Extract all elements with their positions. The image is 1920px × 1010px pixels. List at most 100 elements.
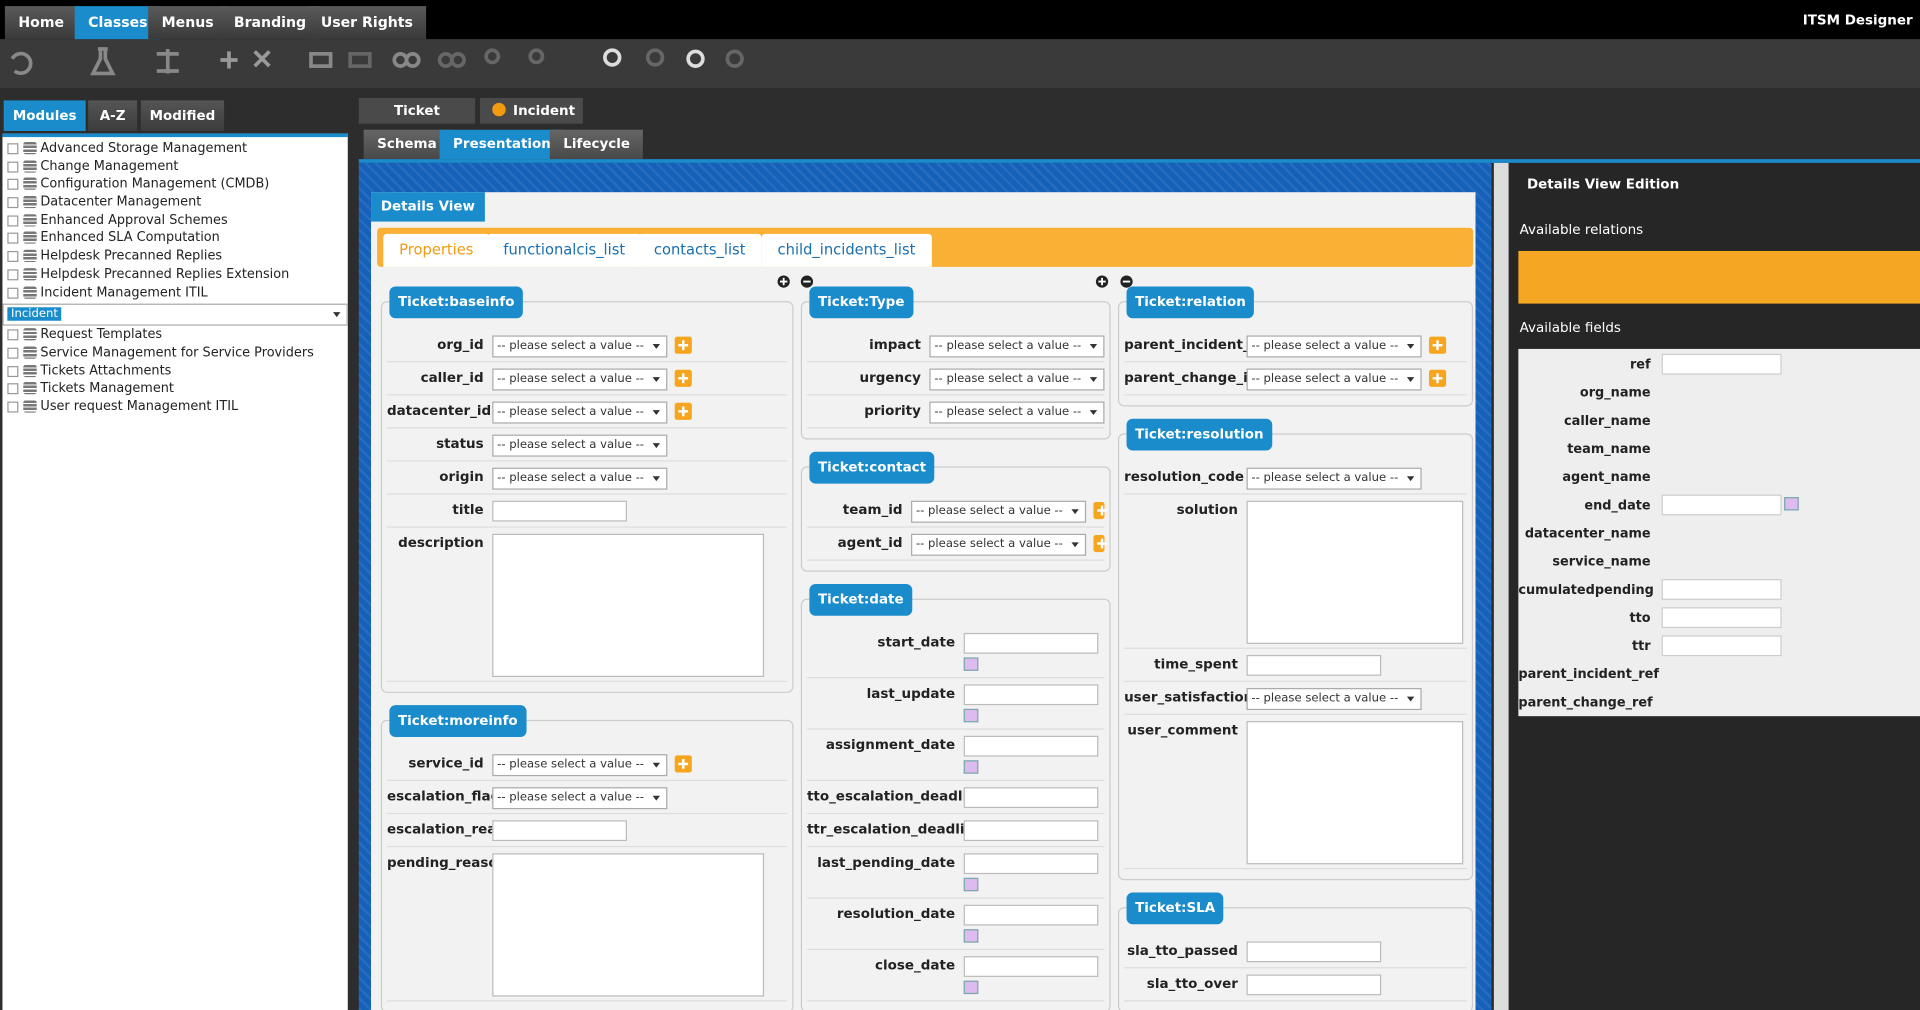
tree-item[interactable]: Service Management for Service Providers (2, 344, 347, 362)
add-button[interactable] (674, 369, 692, 387)
select[interactable]: -- please select a value -- (911, 533, 1087, 556)
module-name[interactable]: Incident Management ITIL (40, 284, 208, 300)
page-tab[interactable]: Lifecycle (549, 129, 644, 160)
calendar-icon[interactable] (963, 760, 979, 774)
select[interactable]: -- please select a value -- (492, 335, 668, 358)
page-tab[interactable]: Schema (363, 129, 451, 160)
module-name[interactable]: Datacenter Management (40, 194, 202, 210)
expander[interactable] (7, 401, 19, 413)
expander[interactable] (7, 287, 19, 299)
module-name[interactable]: Service Management for Service Providers (40, 345, 314, 360)
field-input[interactable] (1661, 607, 1782, 629)
tree-item[interactable]: Request Templates (2, 326, 347, 344)
select[interactable]: -- please select a value -- (492, 368, 668, 391)
select[interactable]: -- please select a value -- (929, 368, 1105, 391)
field-input[interactable] (1661, 579, 1782, 600)
expander[interactable] (7, 365, 19, 377)
text-input[interactable] (963, 956, 1099, 977)
expander[interactable] (7, 179, 19, 191)
available-field[interactable]: parent_change_ref (1518, 695, 1653, 711)
text-input[interactable] (963, 904, 1099, 926)
tree-item[interactable]: User request Management ITIL (2, 398, 347, 416)
group-title[interactable]: Ticket:resolution (1126, 418, 1273, 451)
expander[interactable] (7, 197, 19, 209)
module-name[interactable]: Helpdesk Precanned Replies Extension (40, 266, 290, 282)
select[interactable]: -- please select a value -- (492, 467, 668, 490)
left-tab[interactable]: Modules (3, 100, 86, 131)
module-name[interactable]: Change Management (40, 158, 179, 174)
menu-tab[interactable]: Branding (220, 6, 320, 40)
group-title[interactable]: Ticket:Type (809, 286, 914, 319)
available-field[interactable]: datacenter_name (1524, 526, 1651, 542)
available-field[interactable]: end_date (1584, 498, 1651, 513)
available-field[interactable]: team_name (1567, 441, 1651, 457)
textarea[interactable] (1246, 721, 1464, 865)
field-input[interactable] (1661, 635, 1782, 657)
field-input[interactable] (1661, 353, 1782, 375)
select[interactable]: -- please select a value -- (492, 754, 668, 777)
expander[interactable] (7, 383, 19, 395)
tree-item[interactable]: Advanced Storage Management (2, 140, 347, 158)
add-button[interactable] (1093, 501, 1107, 520)
tree-item[interactable]: Incident (2, 303, 348, 326)
select[interactable]: -- please select a value -- (929, 401, 1105, 424)
text-input[interactable] (963, 787, 1099, 808)
available-field[interactable]: cumulatedpending (1518, 582, 1654, 598)
field-input[interactable] (1661, 494, 1782, 516)
select[interactable]: -- please select a value -- (929, 335, 1105, 358)
textarea[interactable] (492, 853, 765, 997)
select[interactable]: -- please select a value -- (492, 434, 668, 457)
add-button[interactable] (1428, 336, 1447, 354)
details-tab[interactable]: child_incidents_list (761, 233, 932, 267)
tree-item[interactable]: Tickets Attachments (2, 362, 347, 380)
group-title[interactable]: Ticket:relation (1126, 286, 1255, 319)
expander[interactable] (7, 215, 19, 227)
menu-tab[interactable]: Classes (74, 6, 162, 40)
text-input[interactable] (492, 500, 627, 522)
tree-item[interactable]: Incident Management ITIL (2, 283, 347, 301)
select[interactable]: -- please select a value -- (492, 401, 668, 424)
module-name[interactable]: Advanced Storage Management (40, 140, 248, 156)
add-button[interactable] (1093, 534, 1107, 553)
breadcrumb-text[interactable]: Incident (513, 102, 576, 119)
expander[interactable] (7, 269, 19, 281)
available-field[interactable]: ttr (1631, 639, 1651, 654)
calendar-icon[interactable] (1784, 497, 1799, 511)
text-input[interactable] (963, 684, 1099, 706)
available-field[interactable]: parent_incident_ref (1518, 667, 1659, 682)
tree-item[interactable]: Enhanced SLA Computation (2, 229, 347, 247)
expander[interactable] (7, 233, 19, 245)
left-tab[interactable]: A-Z (88, 100, 138, 131)
breadcrumb[interactable]: Incident (480, 97, 583, 124)
text-input[interactable] (492, 820, 627, 842)
available-field[interactable]: service_name (1552, 554, 1651, 570)
available-field[interactable]: caller_name (1564, 413, 1651, 429)
module-name[interactable]: Tickets Management (40, 381, 174, 396)
expander[interactable] (7, 329, 19, 341)
class-name[interactable]: Incident (7, 308, 62, 321)
select[interactable]: -- please select a value -- (1246, 335, 1422, 358)
page-tab[interactable]: Presentation (439, 129, 565, 160)
scrollbar[interactable] (1493, 162, 1509, 1010)
details-tab[interactable]: functionalcis_list (487, 233, 642, 267)
module-name[interactable]: Configuration Management (CMDB) (40, 176, 270, 192)
details-tab[interactable]: contacts_list (637, 233, 762, 267)
left-tab[interactable]: Modified (140, 100, 225, 131)
menu-tab[interactable]: User Rights (307, 6, 427, 40)
select[interactable]: -- please select a value -- (492, 787, 668, 810)
text-input[interactable] (963, 820, 1099, 842)
available-field[interactable]: agent_name (1562, 470, 1651, 485)
group-title[interactable]: Ticket:moreinfo (389, 705, 527, 737)
module-name[interactable]: Enhanced Approval Schemes (40, 212, 228, 228)
add-button[interactable] (674, 402, 692, 420)
add-button[interactable] (1428, 369, 1447, 387)
textarea[interactable] (492, 533, 765, 678)
details-tab[interactable]: Properties (383, 233, 490, 267)
menu-tab[interactable]: Home (4, 6, 78, 40)
available-field[interactable]: tto (1629, 610, 1651, 626)
group-title[interactable]: Ticket:baseinfo (389, 286, 524, 319)
group-title[interactable]: Ticket:date (809, 583, 913, 616)
tree-item[interactable]: Helpdesk Precanned Replies (2, 247, 347, 265)
module-name[interactable]: Helpdesk Precanned Replies (40, 248, 223, 264)
expander[interactable] (7, 251, 19, 263)
